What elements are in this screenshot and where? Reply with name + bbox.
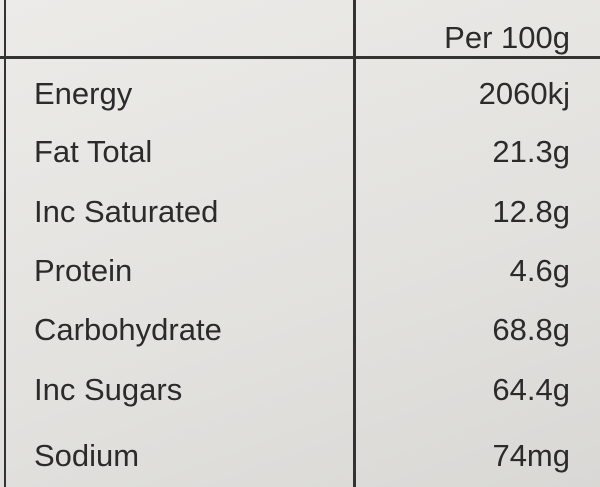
column-header: Per 100g <box>444 20 570 55</box>
nutrient-name: Inc Sugars <box>34 372 183 407</box>
nutrient-value: 21.3g <box>492 134 570 169</box>
nutrient-name: Protein <box>34 253 133 288</box>
header-rule <box>0 56 600 59</box>
nutrient-value: 68.8g <box>492 312 570 347</box>
nutrient-value: 74mg <box>492 438 570 473</box>
nutrient-name: Inc Saturated <box>34 194 219 229</box>
left-border <box>4 0 6 487</box>
nutrient-name: Carbohydrate <box>34 312 222 347</box>
nutrient-name: Energy <box>34 76 133 111</box>
nutrient-value: 2060kj <box>478 76 570 111</box>
nutrient-name: Sodium <box>34 438 140 473</box>
nutrient-value: 64.4g <box>492 372 570 407</box>
nutrient-value: 12.8g <box>492 194 570 229</box>
column-divider <box>353 0 356 487</box>
nutrient-name: Fat Total <box>34 134 153 169</box>
nutrient-value: 4.6g <box>509 253 570 288</box>
